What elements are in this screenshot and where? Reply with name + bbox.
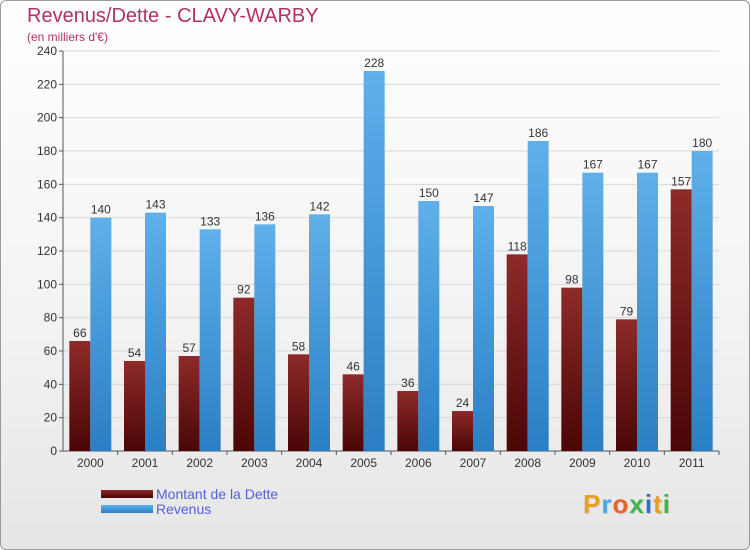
bar-revenue bbox=[309, 214, 330, 451]
data-label-revenue: 143 bbox=[145, 198, 165, 212]
bar-debt bbox=[561, 287, 583, 451]
x-tick-label: 2005 bbox=[350, 456, 377, 470]
y-tick-label: 60 bbox=[44, 344, 58, 358]
legend-label-debt: Montant de la Dette bbox=[156, 486, 279, 502]
bar-debt bbox=[342, 374, 364, 451]
bar-revenue bbox=[691, 151, 713, 451]
y-tick-label: 80 bbox=[44, 311, 58, 325]
bar-debt bbox=[233, 297, 255, 451]
x-tick-label: 2010 bbox=[624, 456, 651, 470]
bar-revenue bbox=[199, 229, 221, 451]
logo-letter: P bbox=[583, 489, 602, 519]
bar-debt bbox=[124, 361, 145, 451]
y-tick-label: 140 bbox=[37, 211, 57, 225]
bar-debt bbox=[288, 354, 309, 451]
bar-revenue bbox=[90, 217, 112, 451]
bar-debt bbox=[452, 411, 473, 451]
y-tick-label: 180 bbox=[37, 144, 57, 158]
bar-revenue bbox=[582, 172, 604, 451]
logo-letter: t bbox=[653, 489, 663, 519]
legend-label-revenue: Revenus bbox=[156, 501, 212, 517]
data-label-debt: 98 bbox=[565, 273, 579, 287]
bar-revenue bbox=[254, 224, 276, 451]
y-tick-label: 160 bbox=[37, 177, 57, 191]
data-label-debt: 79 bbox=[620, 304, 634, 318]
data-label-revenue: 186 bbox=[528, 126, 548, 140]
logo-letter: o bbox=[612, 489, 630, 519]
legend-swatch-revenue bbox=[101, 505, 153, 513]
data-label-debt: 157 bbox=[671, 174, 691, 188]
bar-revenue bbox=[527, 141, 549, 451]
data-label-debt: 46 bbox=[346, 359, 360, 373]
bar-debt bbox=[506, 254, 528, 451]
bar-revenue bbox=[637, 172, 658, 451]
bar-debt bbox=[397, 391, 419, 451]
data-label-debt: 54 bbox=[128, 346, 142, 360]
data-label-revenue: 167 bbox=[583, 158, 603, 172]
data-label-debt: 92 bbox=[237, 283, 251, 297]
data-label-debt: 36 bbox=[401, 376, 415, 390]
data-label-revenue: 180 bbox=[692, 136, 712, 150]
y-tick-label: 0 bbox=[50, 444, 57, 458]
legend-swatch-debt bbox=[101, 490, 153, 498]
data-label-revenue: 147 bbox=[473, 191, 493, 205]
data-label-revenue: 140 bbox=[91, 203, 111, 217]
bar-revenue bbox=[363, 71, 385, 451]
y-tick-label: 40 bbox=[44, 377, 58, 391]
y-tick-label: 240 bbox=[37, 44, 57, 58]
x-tick-label: 2006 bbox=[405, 456, 432, 470]
y-tick-label: 120 bbox=[37, 244, 57, 258]
y-tick-label: 200 bbox=[37, 111, 57, 125]
data-label-revenue: 142 bbox=[309, 199, 329, 213]
x-tick-label: 2011 bbox=[679, 456, 705, 470]
x-tick-label: 2002 bbox=[186, 456, 213, 470]
chart-subtitle: (en milliers d'€) bbox=[27, 30, 108, 44]
proxiti-logo: Proxiti bbox=[583, 489, 671, 520]
data-label-debt: 66 bbox=[73, 326, 87, 340]
data-label-debt: 58 bbox=[292, 339, 306, 353]
bar-debt bbox=[616, 319, 637, 451]
data-label-debt: 118 bbox=[508, 239, 527, 253]
data-label-revenue: 228 bbox=[364, 56, 384, 70]
x-tick-label: 2001 bbox=[132, 456, 159, 470]
x-tick-label: 2004 bbox=[296, 456, 323, 470]
logo-letter: i bbox=[644, 489, 654, 519]
data-label-debt: 24 bbox=[456, 396, 470, 410]
x-tick-label: 2008 bbox=[514, 456, 541, 470]
x-tick-label: 2007 bbox=[460, 456, 487, 470]
bar-debt bbox=[670, 189, 692, 452]
x-tick-label: 2000 bbox=[77, 456, 104, 470]
y-tick-label: 20 bbox=[44, 411, 58, 425]
data-label-revenue: 136 bbox=[255, 209, 275, 223]
x-tick-label: 2003 bbox=[241, 456, 268, 470]
bar-debt bbox=[69, 341, 91, 451]
logo-letter: r bbox=[601, 489, 613, 519]
bar-revenue bbox=[418, 201, 440, 451]
chart-title: Revenus/Dette - CLAVY-WARBY bbox=[27, 5, 319, 27]
data-label-revenue: 167 bbox=[637, 158, 657, 172]
data-label-debt: 57 bbox=[182, 341, 196, 355]
y-tick-label: 220 bbox=[37, 77, 57, 91]
data-label-revenue: 150 bbox=[419, 186, 439, 200]
data-label-revenue: 133 bbox=[200, 214, 220, 228]
logo-letter: x bbox=[629, 489, 645, 519]
bar-revenue bbox=[145, 212, 166, 451]
bar-debt bbox=[178, 356, 200, 451]
bar-revenue bbox=[473, 206, 494, 451]
x-tick-label: 2009 bbox=[569, 456, 596, 470]
logo-letter: i bbox=[662, 489, 671, 519]
y-tick-label: 100 bbox=[37, 277, 57, 291]
